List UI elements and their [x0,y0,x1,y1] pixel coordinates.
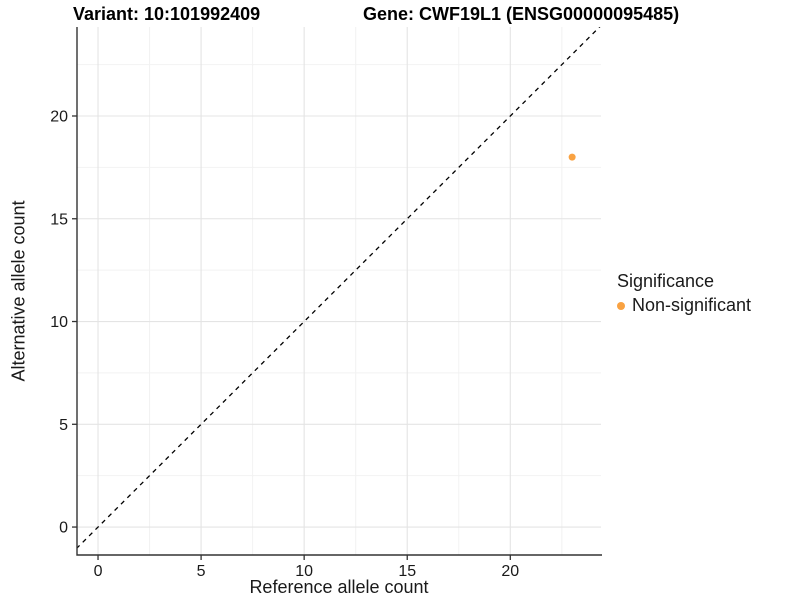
y-tick-label: 10 [50,314,68,331]
x-tick-label: 15 [398,563,416,580]
axis-lines [76,27,602,556]
x-tick-label: 0 [94,563,103,580]
y-axis-title: Alternative allele count [8,200,29,382]
identity-line [77,27,601,549]
data-point [568,153,576,161]
y-tick-label: 20 [50,108,68,125]
x-tick-label: 20 [501,563,519,580]
title-variant: Variant: 10:101992409 [73,4,261,24]
y-tick-label: 15 [50,211,68,228]
legend: Significance Non-significant [617,271,751,316]
legend-title: Significance [617,271,715,291]
x-axis-title: Reference allele count [249,577,429,597]
title-gene: Gene: CWF19L1 (ENSG00000095485) [363,4,680,24]
x-tick-label: 5 [197,563,206,580]
legend-item-non-significant: Non-significant [617,295,751,316]
legend-item-label: Non-significant [632,295,752,315]
point-icon [617,301,625,310]
y-tick-label: 5 [59,417,68,434]
y-tick-label: 0 [59,520,68,537]
x-tick-label: 10 [295,563,313,580]
